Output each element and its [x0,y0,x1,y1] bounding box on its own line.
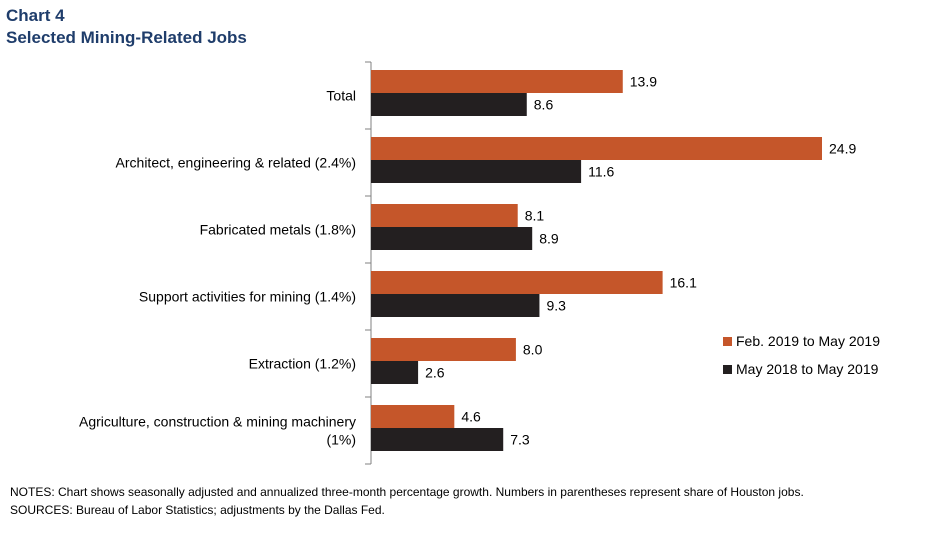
chart-title: Selected Mining-Related Jobs [6,28,247,47]
bar [371,160,582,183]
legend-label: Feb. 2019 to May 2019 [736,333,880,349]
legend-swatch [723,365,732,374]
bar [371,338,516,361]
bar [371,271,663,294]
bar [371,70,623,93]
legend-swatch [723,337,732,346]
legend-label: May 2018 to May 2019 [736,361,879,377]
data-label: 8.9 [539,231,559,247]
category-label: Extraction (1.2%) [249,356,356,372]
data-label: 7.3 [510,432,530,448]
chart-title-block: Chart 4 Selected Mining-Related Jobs [6,5,247,49]
data-label: 16.1 [670,275,697,291]
data-label: 13.9 [630,74,657,90]
bar [371,137,822,160]
bar [371,361,419,384]
category-label: Support activities for mining (1.4%) [139,289,356,305]
bar [371,428,504,451]
chart-number: Chart 4 [6,6,65,25]
category-label: Architect, engineering & related (2.4%) [116,155,356,171]
category-label: Total [326,88,356,104]
data-label: 8.1 [525,208,545,224]
category-label: Fabricated metals (1.8%) [200,222,356,238]
notes-line: NOTES: Chart shows seasonally adjusted a… [10,485,804,499]
chart-notes: NOTES: Chart shows seasonally adjusted a… [10,483,804,519]
data-label: 8.0 [523,342,543,358]
data-label: 2.6 [425,365,445,381]
bar [371,294,540,317]
category-label: Agriculture, construction & mining machi… [79,414,356,430]
bar [371,405,455,428]
bar-chart: Total 13.9 8.6 Architect, engineering & rel… [79,61,880,465]
data-label: 11.6 [588,164,614,180]
data-label: 4.6 [461,409,481,425]
data-label: 9.3 [546,298,566,314]
data-label: 8.6 [534,97,554,113]
bar [371,93,527,116]
category-label: (1%) [326,432,356,448]
data-label: 24.9 [829,141,856,157]
bar [371,204,518,227]
bar [371,227,533,250]
sources-line: SOURCES: Bureau of Labor Statistics; adj… [10,503,385,517]
